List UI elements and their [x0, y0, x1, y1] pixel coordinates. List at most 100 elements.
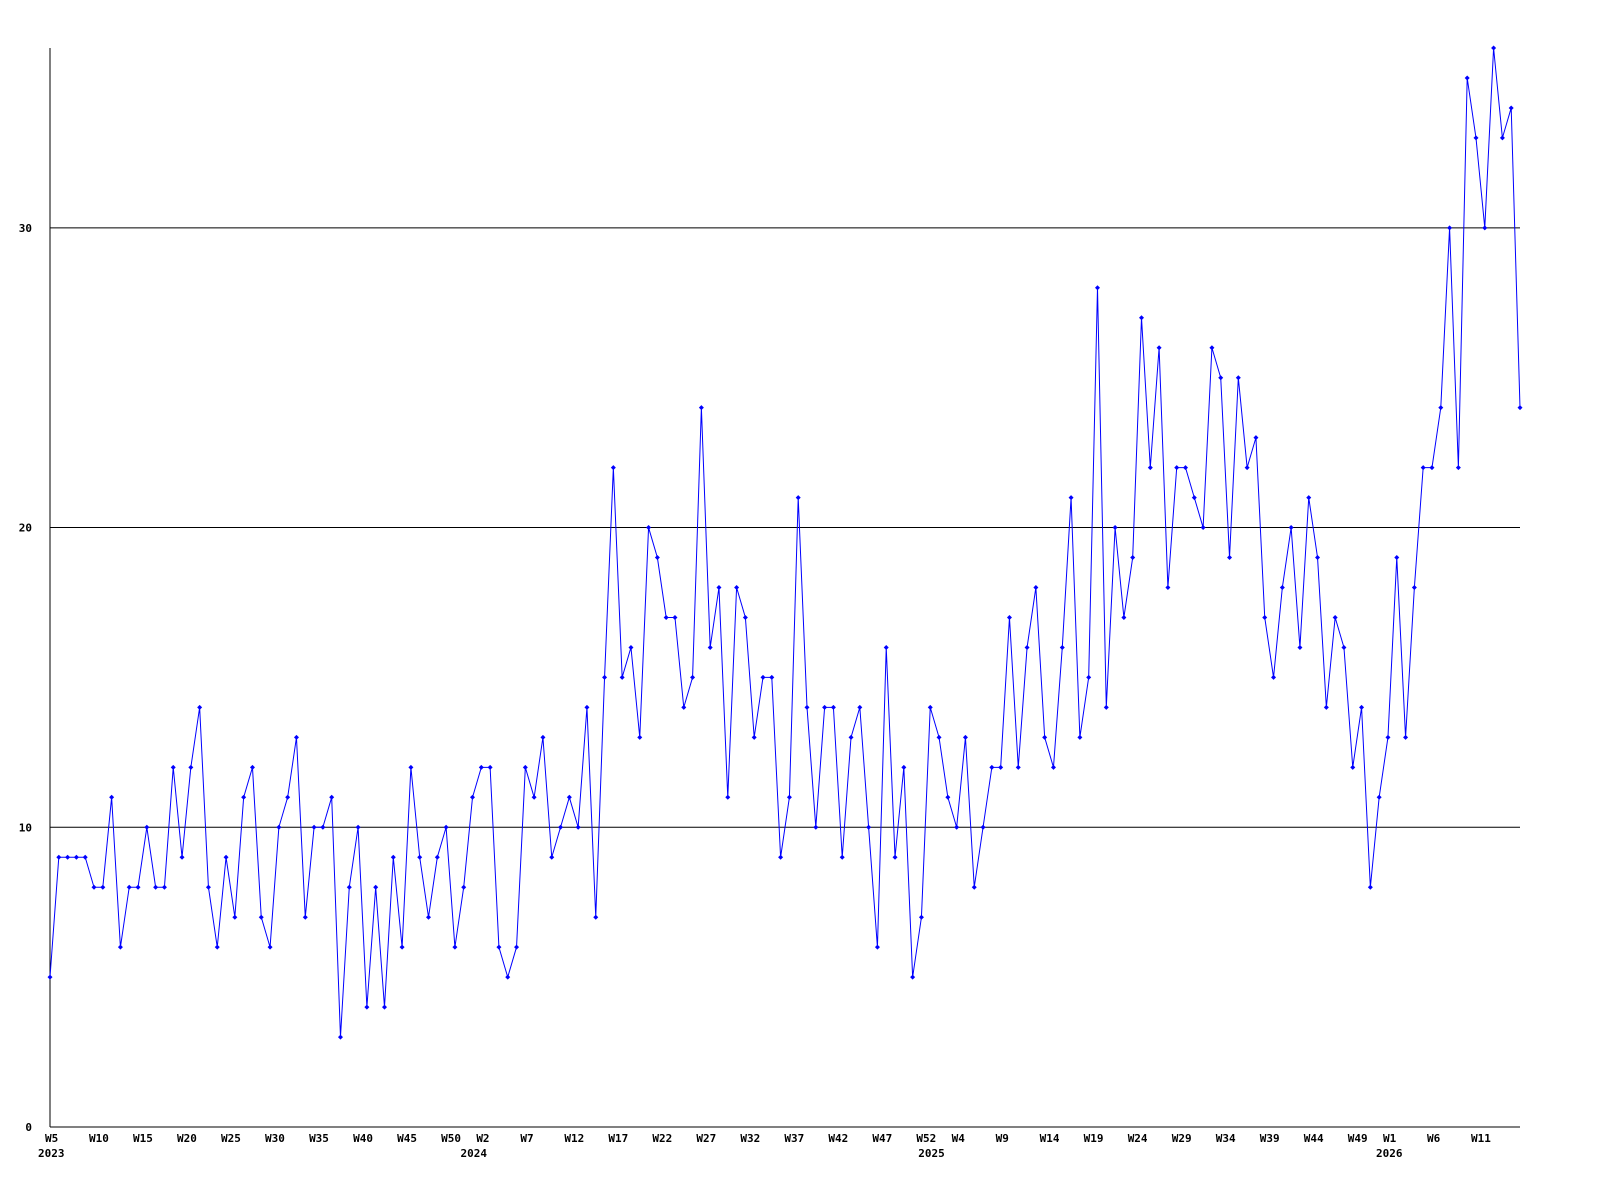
point-marker [998, 764, 1004, 770]
point-marker [223, 854, 229, 860]
point-marker [848, 734, 854, 740]
point-marker [276, 824, 282, 830]
point-marker [989, 764, 995, 770]
point-marker [355, 824, 361, 830]
x-year-label: 2026 [1376, 1147, 1403, 1160]
point-marker [109, 794, 115, 800]
point-marker [795, 495, 801, 501]
point-marker [408, 764, 414, 770]
point-marker [610, 465, 616, 471]
point-marker [514, 944, 520, 950]
point-marker [100, 884, 106, 890]
point-marker [434, 854, 440, 860]
point-marker [478, 764, 484, 770]
point-marker [1147, 465, 1153, 471]
point-marker [161, 884, 167, 890]
point-marker [1156, 345, 1162, 351]
point-marker [452, 944, 458, 950]
point-marker [179, 854, 185, 860]
point-marker [1350, 764, 1356, 770]
point-marker [337, 1034, 343, 1040]
x-tick-label: W7 [520, 1132, 533, 1145]
point-marker [214, 944, 220, 950]
x-tick-label: W1 [1383, 1132, 1397, 1145]
point-marker [971, 884, 977, 890]
point-marker [540, 734, 546, 740]
point-marker [461, 884, 467, 890]
point-marker [258, 914, 264, 920]
x-tick-label: W35 [309, 1132, 329, 1145]
x-tick-label: W15 [133, 1132, 153, 1145]
point-marker [1006, 614, 1012, 620]
point-marker [329, 794, 335, 800]
point-marker [637, 734, 643, 740]
x-tick-label: W25 [221, 1132, 241, 1145]
point-marker [1244, 465, 1250, 471]
point-marker [681, 704, 687, 710]
x-tick-label: W4 [952, 1132, 966, 1145]
point-marker [117, 944, 123, 950]
x-tick-label: W42 [828, 1132, 848, 1145]
x-tick-label: W9 [996, 1132, 1009, 1145]
point-marker [1315, 555, 1321, 561]
x-tick-label: W6 [1427, 1132, 1441, 1145]
point-marker [1068, 495, 1074, 501]
x-tick-label: W29 [1172, 1132, 1192, 1145]
point-marker [839, 854, 845, 860]
point-marker [311, 824, 317, 830]
x-tick-label: W14 [1040, 1132, 1060, 1145]
point-marker [892, 854, 898, 860]
point-marker [901, 764, 907, 770]
x-tick-label: W50 [441, 1132, 461, 1145]
point-marker [1033, 585, 1039, 590]
x-tick-label: W34 [1216, 1132, 1236, 1145]
point-marker [786, 794, 792, 800]
point-marker [690, 674, 696, 680]
point-marker [153, 884, 159, 890]
point-marker [1218, 375, 1224, 381]
point-marker [1288, 525, 1294, 531]
point-marker [830, 704, 836, 710]
point-marker [769, 674, 775, 680]
point-marker [443, 824, 449, 830]
x-tick-label: W2 [476, 1132, 489, 1145]
point-marker [584, 704, 590, 710]
point-marker [417, 854, 423, 860]
point-marker [1403, 734, 1409, 740]
point-marker [241, 794, 247, 800]
point-marker [874, 944, 880, 950]
point-marker [734, 585, 740, 590]
point-marker [320, 824, 326, 830]
point-marker [918, 914, 924, 920]
point-marker [1323, 704, 1329, 710]
point-marker [1306, 495, 1312, 501]
point-marker [1385, 734, 1391, 740]
point-marker [1455, 465, 1461, 471]
point-marker [346, 884, 352, 890]
point-marker [927, 704, 933, 710]
x-tick-label: W30 [265, 1132, 285, 1145]
point-marker [549, 854, 555, 860]
point-marker [822, 704, 828, 710]
point-marker [1077, 734, 1083, 740]
point-marker [1341, 644, 1347, 650]
point-marker [82, 854, 88, 860]
point-marker [1024, 644, 1030, 650]
point-marker [1112, 525, 1118, 531]
point-marker [575, 824, 581, 830]
point-marker [566, 794, 572, 800]
point-marker [866, 824, 872, 830]
point-marker [1121, 614, 1127, 620]
point-marker [1130, 555, 1136, 561]
point-marker [302, 914, 308, 920]
point-marker [1464, 75, 1470, 81]
point-marker [249, 764, 255, 770]
point-marker [1042, 734, 1048, 740]
point-marker [1103, 704, 1109, 710]
point-marker [857, 704, 863, 710]
point-marker [813, 824, 819, 830]
point-marker [672, 614, 678, 620]
point-marker [1015, 764, 1021, 770]
